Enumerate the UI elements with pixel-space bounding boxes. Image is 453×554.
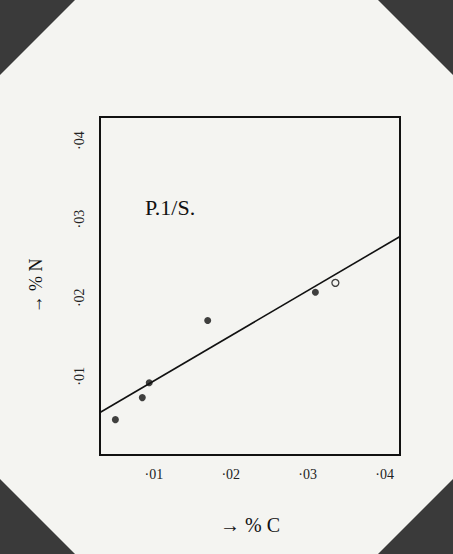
svg-text:·02: ·02	[72, 288, 87, 307]
svg-text:·03: ·03	[298, 467, 317, 482]
svg-text:P.1/S.: P.1/S.	[145, 195, 195, 220]
svg-text:·01: ·01	[145, 467, 164, 482]
svg-text:·01: ·01	[72, 367, 87, 386]
svg-text:→ % N: → % N	[26, 259, 46, 314]
svg-text:·03: ·03	[72, 210, 87, 229]
svg-text:·04: ·04	[72, 131, 87, 150]
svg-text:→ % C: → % C	[220, 514, 280, 536]
svg-text:·04: ·04	[375, 466, 394, 482]
svg-text:·02: ·02	[221, 467, 240, 482]
